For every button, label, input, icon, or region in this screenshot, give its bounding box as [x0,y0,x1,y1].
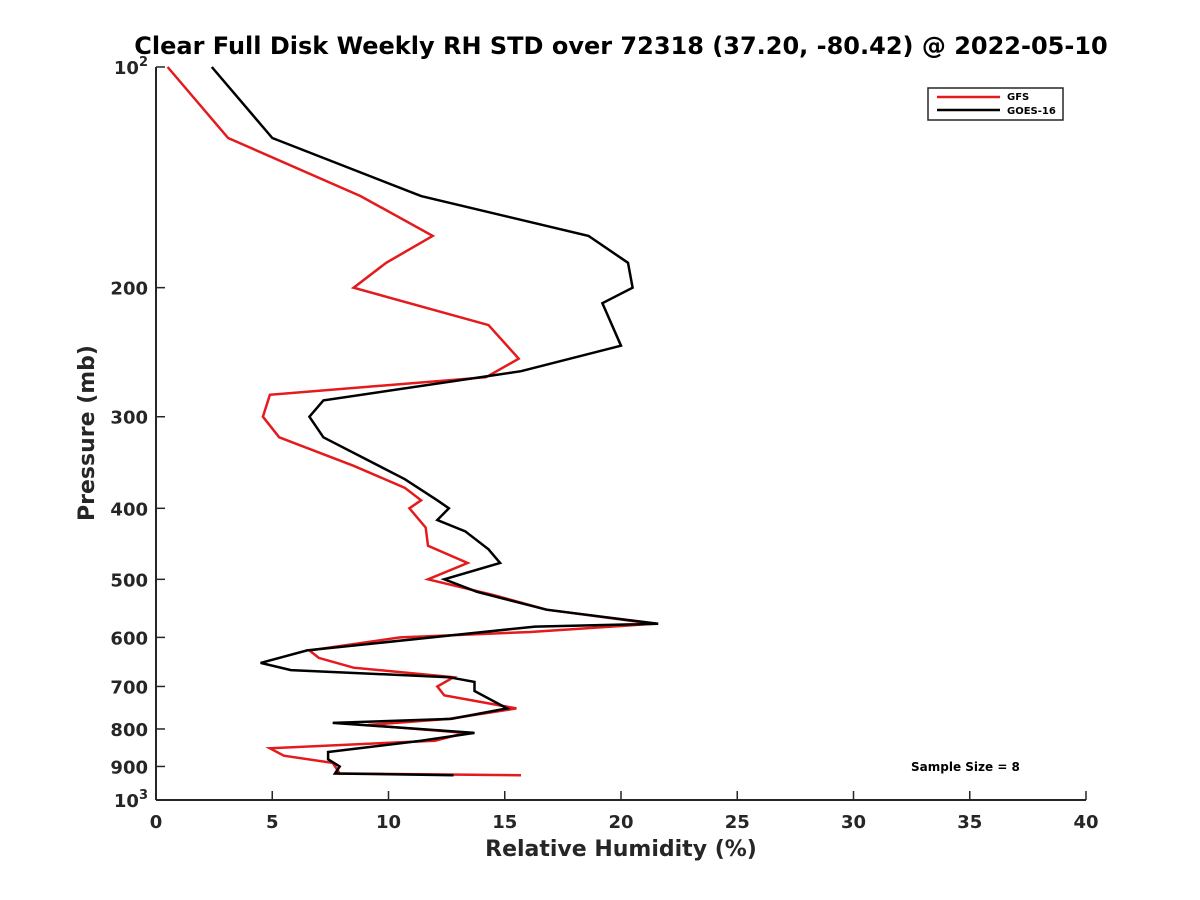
y-tick-label: 102 [114,55,148,79]
y-tick-label: 800 [110,720,148,741]
y-axis-label: Pressure (mb) [75,345,100,521]
y-tick-label-base: 10 [114,58,139,79]
legend: GFS GOES-16 [927,87,1064,121]
series-layer [166,66,659,777]
y-tick-label: 200 [110,279,148,300]
y-tick-label-exponent: 2 [139,55,148,70]
y-tick-label-base: 10 [114,791,139,812]
legend-box [927,87,1064,121]
legend-label-goes16: GOES-16 [1007,106,1056,117]
y-tick-label: 400 [110,499,148,520]
series-line-goes16 [210,66,659,777]
y-tick-label: 103 [114,788,148,812]
x-tick-label: 25 [725,812,750,833]
y-tick-label: 700 [110,677,148,698]
chart-title: Clear Full Disk Weekly RH STD over 72318… [134,32,1107,60]
x-tick-label: 0 [150,812,163,833]
plot-area [156,67,1086,800]
x-tick-label: 20 [608,812,633,833]
y-tick-label-exponent: 3 [139,788,148,803]
x-tick-label: 35 [957,812,982,833]
x-tick-label: 10 [376,812,401,833]
x-axis-label: Relative Humidity (%) [485,837,757,862]
y-tick-label: 600 [110,628,148,649]
x-axis-ticks: 0 5 10 15 20 25 30 35 40 [150,791,1099,833]
x-tick-label: 40 [1073,812,1098,833]
y-tick-label: 900 [110,757,148,778]
y-tick-label: 500 [110,570,148,591]
sample-size-annotation: Sample Size = 8 [911,760,1020,774]
legend-label-gfs: GFS [1007,92,1029,103]
x-tick-label: 5 [266,812,279,833]
x-tick-label: 15 [492,812,517,833]
y-tick-label: 300 [110,408,148,429]
x-tick-label: 30 [841,812,866,833]
